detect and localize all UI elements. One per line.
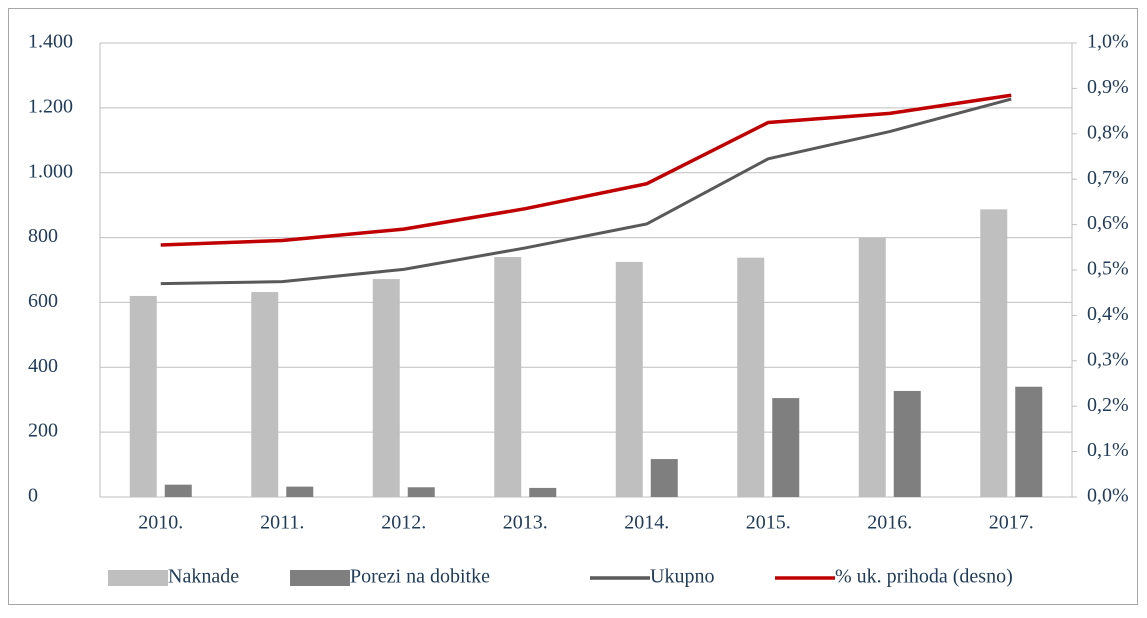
y-tick-label: 1.400 bbox=[28, 31, 73, 53]
bar bbox=[494, 257, 522, 497]
y-tick-label: 400 bbox=[28, 355, 58, 377]
y-tick-label: 0 bbox=[28, 485, 38, 507]
legend-swatch bbox=[290, 570, 350, 586]
y2-tick-label: 1,0% bbox=[1087, 31, 1129, 53]
bar bbox=[407, 487, 435, 497]
bar bbox=[286, 486, 314, 497]
y-tick-label: 600 bbox=[28, 290, 58, 312]
y-tick-label: 200 bbox=[28, 420, 58, 442]
x-tick-label: 2015. bbox=[746, 512, 791, 534]
x-tick-label: 2011. bbox=[260, 512, 304, 534]
y2-tick-label: 0,8% bbox=[1087, 121, 1129, 143]
y2-tick-label: 0,5% bbox=[1087, 258, 1129, 280]
bar bbox=[251, 292, 279, 497]
bar bbox=[129, 295, 157, 497]
bar bbox=[1015, 386, 1043, 497]
x-tick-label: 2013. bbox=[503, 512, 548, 534]
bar bbox=[772, 398, 800, 497]
legend-label: Naknade bbox=[168, 566, 239, 588]
y2-tick-label: 0,2% bbox=[1087, 394, 1129, 416]
x-tick-label: 2012. bbox=[381, 512, 426, 534]
y2-tick-label: 0,3% bbox=[1087, 348, 1129, 370]
bar bbox=[980, 209, 1008, 497]
y-tick-label: 1.000 bbox=[28, 160, 73, 182]
bar bbox=[164, 484, 192, 497]
bar bbox=[737, 257, 765, 497]
x-tick-label: 2014. bbox=[624, 512, 669, 534]
y-tick-label: 800 bbox=[28, 225, 58, 247]
y-tick-label: 1.200 bbox=[28, 95, 73, 117]
bar bbox=[372, 279, 400, 497]
legend-label: Ukupno bbox=[650, 566, 714, 588]
line bbox=[160, 97, 1012, 286]
bar bbox=[529, 487, 557, 497]
legend-label: % uk. prihoda (desno) bbox=[835, 566, 1013, 588]
y2-tick-label: 0,1% bbox=[1087, 439, 1129, 461]
y2-tick-label: 0,9% bbox=[1087, 76, 1129, 98]
bar bbox=[893, 390, 921, 497]
bar bbox=[615, 261, 643, 497]
y2-tick-label: 0,6% bbox=[1087, 212, 1129, 234]
x-tick-label: 2016. bbox=[867, 512, 912, 534]
y2-tick-label: 0,4% bbox=[1087, 303, 1129, 325]
legend-swatch bbox=[108, 570, 168, 586]
line bbox=[160, 93, 1012, 247]
y2-tick-label: 0,0% bbox=[1087, 485, 1129, 507]
legend-label: Porezi na dobitke bbox=[350, 566, 490, 588]
x-tick-label: 2017. bbox=[989, 512, 1034, 534]
bar bbox=[650, 459, 678, 497]
x-tick-label: 2010. bbox=[138, 512, 183, 534]
bar bbox=[858, 237, 886, 498]
y2-tick-label: 0,7% bbox=[1087, 167, 1129, 189]
